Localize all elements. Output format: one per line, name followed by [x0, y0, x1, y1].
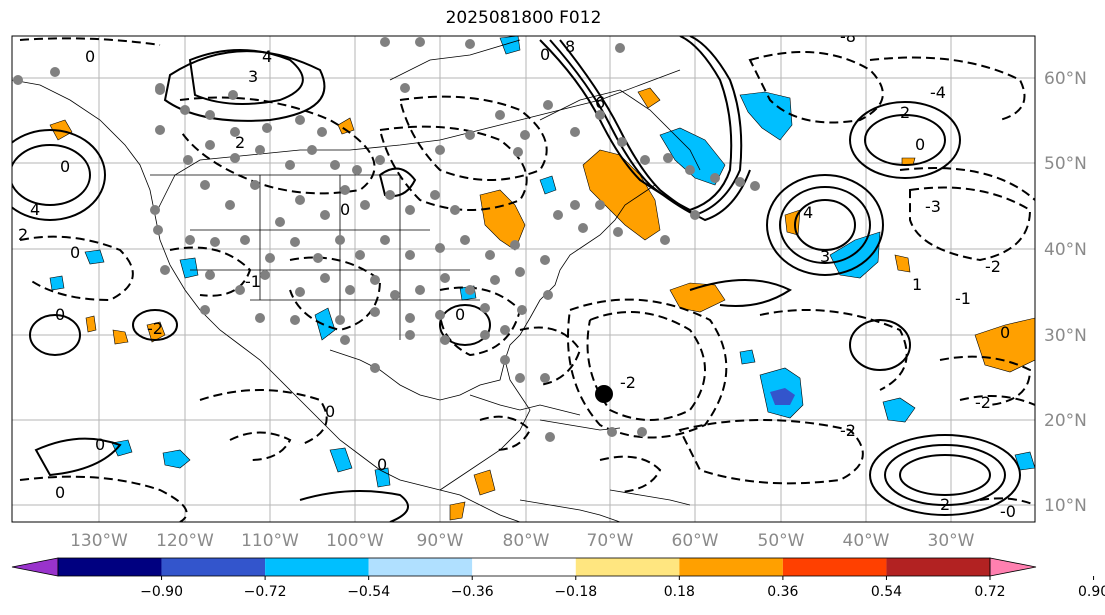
lat-label: 10°N	[1044, 496, 1087, 516]
colorbar-tick-label: 0.90	[1078, 584, 1105, 600]
contour-label: 8	[565, 37, 575, 56]
colorbar-segment	[161, 558, 266, 576]
latitude-labels: 60°N 50°N 40°N 30°N 20°N 10°N	[1044, 69, 1087, 516]
colorbar-over-extension	[989, 557, 1037, 577]
contour-label: 0	[95, 435, 105, 454]
colorbar-segment	[472, 558, 576, 576]
contour-label: 2	[18, 225, 28, 244]
contour-lines-dashed	[19, 37, 1035, 522]
contour-label: -1	[955, 289, 971, 308]
colorbar-tick-label: −0.54	[347, 584, 390, 600]
contour-label: -2	[975, 393, 991, 412]
contour-label: 2	[235, 133, 245, 152]
colorbar-tick-label: −0.90	[140, 584, 183, 600]
longitude-labels: 130°W 120°W 110°W 100°W 90°W 80°W 70°W 6…	[70, 531, 975, 551]
contour-label: -2	[620, 373, 636, 392]
colorbar-tick-label: 0.18	[664, 584, 695, 600]
colorbar-tick-label: 0.54	[871, 584, 902, 600]
positive-anomaly-fills	[49, 87, 1035, 521]
colorbar-segment	[782, 558, 887, 576]
lon-label: 30°W	[928, 531, 975, 551]
contour-label: 0	[70, 243, 80, 262]
lon-label: 50°W	[758, 531, 805, 551]
lon-label: 60°W	[672, 531, 719, 551]
contour-label: -0	[1000, 502, 1016, 521]
contour-label: 1	[912, 275, 922, 294]
contour-label: 4	[262, 47, 272, 66]
colorbar: −0.90 −0.72 −0.54 −0.36 −0.18 0.18 0.36 0.54 0.7…	[11, 557, 1105, 600]
colorbar-segment	[886, 558, 990, 576]
contour-label: -1	[245, 272, 261, 291]
contour-label: 0	[340, 200, 350, 219]
contour-label: 0	[377, 455, 387, 474]
colorbar-segment	[58, 558, 162, 576]
colorbar-segment	[679, 558, 783, 576]
lon-label: 80°W	[503, 531, 550, 551]
colorbar-segment	[575, 558, 680, 576]
lat-label: 60°N	[1044, 69, 1087, 89]
contour-label: 4	[803, 203, 813, 222]
contour-label: 0	[455, 305, 465, 324]
lon-label: 70°W	[587, 531, 634, 551]
graticule	[12, 36, 1035, 522]
lon-label: 130°W	[70, 531, 128, 551]
colorbar-segment	[265, 558, 369, 576]
station-markers	[13, 37, 760, 442]
contour-label: -3	[925, 197, 941, 216]
colorbar-tick-label: −0.18	[554, 584, 597, 600]
lon-label: 40°W	[843, 531, 890, 551]
contour-label: 0	[55, 305, 65, 324]
map-area[interactable]	[12, 36, 1035, 522]
contour-label: -2	[985, 257, 1001, 276]
contour-label: 0	[55, 483, 65, 502]
colorbar-under-extension	[11, 557, 59, 577]
contour-label: 2	[940, 495, 950, 514]
contour-label: -8	[840, 27, 856, 46]
lat-label: 20°N	[1044, 411, 1087, 431]
contour-label: 2	[900, 103, 910, 122]
contour-label: 0	[60, 157, 70, 176]
map-title: 2025081800 F012	[445, 8, 602, 28]
contour-label: -2	[840, 421, 856, 440]
coastlines	[12, 39, 701, 522]
colorbar-segment	[368, 558, 473, 576]
contour-label: 0	[325, 402, 335, 421]
contour-labels: 0 2 3 4 4 3 2 0 6 8 -8 -3 -2 -2 -2 -1 0 …	[18, 27, 1016, 521]
contour-label: 4	[30, 200, 40, 219]
lon-label: 110°W	[241, 531, 299, 551]
lat-label: 40°N	[1044, 240, 1087, 260]
colorbar-tick-label: −0.36	[451, 584, 494, 600]
contour-label: 0	[915, 135, 925, 154]
colorbar-outline	[57, 557, 991, 577]
contour-lines	[12, 36, 1021, 522]
storm-center-marker	[595, 385, 613, 403]
contour-label: 3	[248, 67, 258, 86]
colorbar-tick-label: 0.72	[974, 584, 1005, 600]
strong-negative-fill	[770, 388, 795, 405]
lon-label: 90°W	[417, 531, 464, 551]
lat-label: 30°N	[1044, 326, 1087, 346]
contour-label: 0	[1000, 323, 1010, 342]
contour-label: -4	[930, 83, 946, 102]
contour-label: 0	[85, 47, 95, 66]
lon-label: 120°W	[156, 531, 214, 551]
lat-label: 50°N	[1044, 154, 1087, 174]
colorbar-tick-label: 0.36	[767, 584, 798, 600]
contour-label: 3	[820, 247, 830, 266]
contour-label: 0	[540, 45, 550, 64]
contour-label: -2	[147, 319, 163, 338]
lon-label: 100°W	[326, 531, 384, 551]
colorbar-tick-label: −0.72	[244, 584, 287, 600]
contour-label: 6	[595, 93, 605, 112]
map-frame	[11, 35, 1036, 523]
